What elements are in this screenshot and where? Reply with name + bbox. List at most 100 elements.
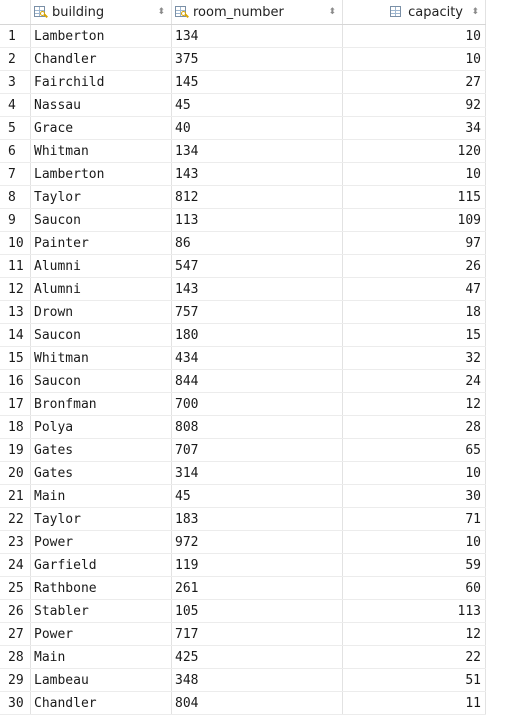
capacity-cell[interactable]: 34 [343, 117, 486, 139]
room-number-cell[interactable]: 812 [172, 186, 343, 208]
building-cell[interactable]: Lamberton [31, 163, 172, 185]
room-number-cell[interactable]: 183 [172, 508, 343, 530]
building-cell[interactable]: Grace [31, 117, 172, 139]
row-number-cell[interactable]: 25 [0, 577, 31, 599]
capacity-cell[interactable]: 65 [343, 439, 486, 461]
building-cell[interactable]: Taylor [31, 508, 172, 530]
capacity-cell[interactable]: 22 [343, 646, 486, 668]
row-number-cell[interactable]: 9 [0, 209, 31, 231]
capacity-cell[interactable]: 59 [343, 554, 486, 576]
capacity-cell[interactable]: 12 [343, 393, 486, 415]
table-row[interactable]: 13 Drown 757 18 [0, 301, 486, 324]
room-number-cell[interactable]: 45 [172, 94, 343, 116]
room-number-cell[interactable]: 972 [172, 531, 343, 553]
capacity-cell[interactable]: 27 [343, 71, 486, 93]
row-number-cell[interactable]: 8 [0, 186, 31, 208]
room-number-cell[interactable]: 804 [172, 692, 343, 714]
room-number-cell[interactable]: 757 [172, 301, 343, 323]
building-cell[interactable]: Chandler [31, 692, 172, 714]
table-row[interactable]: 30 Chandler 804 11 [0, 692, 486, 715]
table-row[interactable]: 26 Stabler 105 113 [0, 600, 486, 623]
table-row[interactable]: 6 Whitman 134 120 [0, 140, 486, 163]
row-number-cell[interactable]: 22 [0, 508, 31, 530]
building-cell[interactable]: Bronfman [31, 393, 172, 415]
room-number-cell[interactable]: 348 [172, 669, 343, 691]
room-number-cell[interactable]: 134 [172, 140, 343, 162]
table-row[interactable]: 21 Main 45 30 [0, 485, 486, 508]
room-number-cell[interactable]: 134 [172, 25, 343, 47]
capacity-cell[interactable]: 15 [343, 324, 486, 346]
table-row[interactable]: 24 Garfield 119 59 [0, 554, 486, 577]
row-number-cell[interactable]: 17 [0, 393, 31, 415]
row-number-cell[interactable]: 12 [0, 278, 31, 300]
row-number-cell[interactable]: 3 [0, 71, 31, 93]
room-number-cell[interactable]: 261 [172, 577, 343, 599]
room-number-cell[interactable]: 45 [172, 485, 343, 507]
room-number-cell[interactable]: 145 [172, 71, 343, 93]
column-header-room-number[interactable]: room_number ⬍ [172, 0, 343, 24]
building-cell[interactable]: Main [31, 485, 172, 507]
capacity-cell[interactable]: 10 [343, 163, 486, 185]
capacity-cell[interactable]: 109 [343, 209, 486, 231]
building-cell[interactable]: Gates [31, 462, 172, 484]
room-number-cell[interactable]: 314 [172, 462, 343, 484]
capacity-cell[interactable]: 10 [343, 25, 486, 47]
row-number-cell[interactable]: 5 [0, 117, 31, 139]
table-row[interactable]: 4 Nassau 45 92 [0, 94, 486, 117]
capacity-cell[interactable]: 60 [343, 577, 486, 599]
room-number-cell[interactable]: 717 [172, 623, 343, 645]
table-row[interactable]: 7 Lamberton 143 10 [0, 163, 486, 186]
capacity-cell[interactable]: 11 [343, 692, 486, 714]
column-header-capacity[interactable]: capacity ⬍ [343, 0, 486, 24]
building-cell[interactable]: Painter [31, 232, 172, 254]
room-number-cell[interactable]: 143 [172, 278, 343, 300]
building-cell[interactable]: Whitman [31, 140, 172, 162]
room-number-cell[interactable]: 180 [172, 324, 343, 346]
building-cell[interactable]: Alumni [31, 278, 172, 300]
table-row[interactable]: 15 Whitman 434 32 [0, 347, 486, 370]
row-number-cell[interactable]: 15 [0, 347, 31, 369]
building-cell[interactable]: Gates [31, 439, 172, 461]
room-number-cell[interactable]: 86 [172, 232, 343, 254]
table-row[interactable]: 9 Saucon 113 109 [0, 209, 486, 232]
room-number-cell[interactable]: 434 [172, 347, 343, 369]
row-number-cell[interactable]: 1 [0, 25, 31, 47]
table-row[interactable]: 25 Rathbone 261 60 [0, 577, 486, 600]
row-number-cell[interactable]: 4 [0, 94, 31, 116]
building-cell[interactable]: Taylor [31, 186, 172, 208]
building-cell[interactable]: Fairchild [31, 71, 172, 93]
table-row[interactable]: 8 Taylor 812 115 [0, 186, 486, 209]
row-number-cell[interactable]: 2 [0, 48, 31, 70]
capacity-cell[interactable]: 92 [343, 94, 486, 116]
capacity-cell[interactable]: 28 [343, 416, 486, 438]
table-row[interactable]: 28 Main 425 22 [0, 646, 486, 669]
table-row[interactable]: 29 Lambeau 348 51 [0, 669, 486, 692]
row-number-cell[interactable]: 27 [0, 623, 31, 645]
row-number-cell[interactable]: 23 [0, 531, 31, 553]
row-number-cell[interactable]: 13 [0, 301, 31, 323]
building-cell[interactable]: Alumni [31, 255, 172, 277]
building-cell[interactable]: Nassau [31, 94, 172, 116]
table-row[interactable]: 27 Power 717 12 [0, 623, 486, 646]
table-row[interactable]: 10 Painter 86 97 [0, 232, 486, 255]
table-row[interactable]: 19 Gates 707 65 [0, 439, 486, 462]
capacity-cell[interactable]: 51 [343, 669, 486, 691]
capacity-cell[interactable]: 18 [343, 301, 486, 323]
room-number-cell[interactable]: 375 [172, 48, 343, 70]
building-cell[interactable]: Rathbone [31, 577, 172, 599]
row-number-cell[interactable]: 16 [0, 370, 31, 392]
room-number-cell[interactable]: 119 [172, 554, 343, 576]
table-row[interactable]: 2 Chandler 375 10 [0, 48, 486, 71]
row-number-cell[interactable]: 7 [0, 163, 31, 185]
table-row[interactable]: 3 Fairchild 145 27 [0, 71, 486, 94]
row-number-cell[interactable]: 28 [0, 646, 31, 668]
capacity-cell[interactable]: 97 [343, 232, 486, 254]
table-row[interactable]: 22 Taylor 183 71 [0, 508, 486, 531]
building-cell[interactable]: Saucon [31, 324, 172, 346]
row-number-cell[interactable]: 30 [0, 692, 31, 714]
capacity-cell[interactable]: 12 [343, 623, 486, 645]
room-number-cell[interactable]: 844 [172, 370, 343, 392]
row-number-cell[interactable]: 10 [0, 232, 31, 254]
sort-icon[interactable]: ⬍ [471, 7, 479, 17]
capacity-cell[interactable]: 24 [343, 370, 486, 392]
